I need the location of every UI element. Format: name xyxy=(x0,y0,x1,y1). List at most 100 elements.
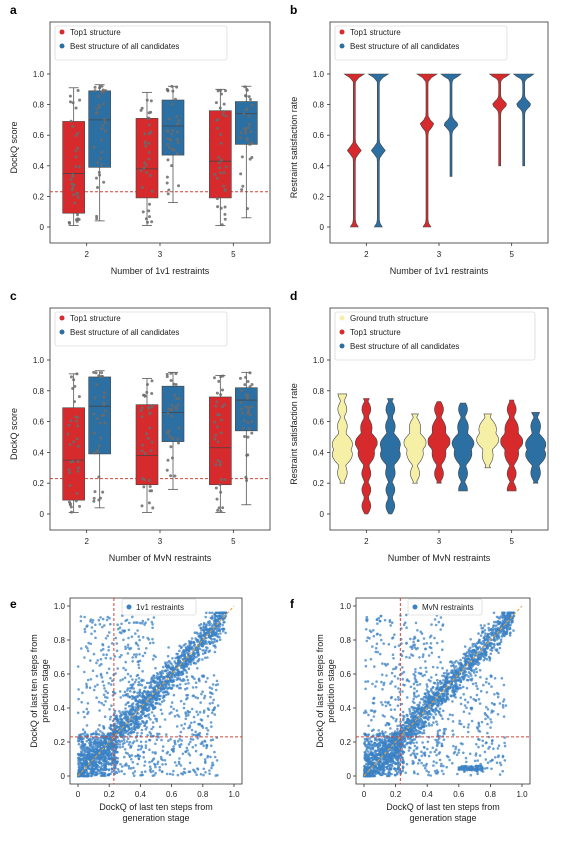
data-point xyxy=(416,629,419,632)
data-point xyxy=(475,684,478,688)
legend-marker xyxy=(59,43,65,49)
data-point xyxy=(216,413,220,417)
data-point xyxy=(111,759,114,763)
data-point xyxy=(145,390,149,394)
data-point xyxy=(178,683,182,686)
data-point xyxy=(118,743,122,746)
data-point xyxy=(490,742,494,745)
data-point xyxy=(479,634,483,637)
data-point xyxy=(97,700,101,704)
data-point xyxy=(392,667,395,671)
data-point xyxy=(140,504,144,508)
data-point xyxy=(132,712,135,716)
data-point xyxy=(439,628,443,631)
y-axis-label: Restraint satisfaction rate xyxy=(289,383,299,485)
data-point xyxy=(412,738,415,741)
data-point xyxy=(109,622,112,626)
data-point xyxy=(392,657,395,660)
data-point xyxy=(130,719,133,723)
data-point xyxy=(177,760,181,764)
data-point xyxy=(198,632,202,636)
legend-marker xyxy=(59,29,65,35)
data-point xyxy=(219,477,223,481)
data-point xyxy=(435,740,439,744)
data-point xyxy=(74,499,78,503)
data-point xyxy=(195,655,198,659)
data-point xyxy=(123,755,126,759)
data-point xyxy=(459,702,463,706)
data-point xyxy=(161,671,164,675)
violin-0-0 xyxy=(343,73,366,228)
data-point xyxy=(247,122,251,126)
data-point xyxy=(503,741,506,745)
data-point xyxy=(180,772,183,775)
data-point xyxy=(165,87,169,91)
x-tick-label: 0.6 xyxy=(453,790,465,799)
data-point xyxy=(463,704,467,707)
data-point xyxy=(172,667,175,670)
data-point xyxy=(213,755,217,759)
data-point xyxy=(142,751,146,754)
data-point xyxy=(72,400,76,404)
data-point xyxy=(420,750,423,753)
data-point xyxy=(477,729,481,733)
y-tick-label: 1.0 xyxy=(33,356,45,365)
data-point xyxy=(439,660,442,664)
diagonal-line xyxy=(77,605,235,777)
data-point xyxy=(80,773,83,777)
data-point xyxy=(70,188,74,192)
data-point xyxy=(94,752,97,756)
data-point xyxy=(77,737,80,740)
data-point xyxy=(431,665,435,669)
data-point xyxy=(126,672,130,676)
data-point xyxy=(143,132,147,136)
data-point xyxy=(145,696,148,699)
data-point xyxy=(155,683,159,687)
data-point xyxy=(187,743,191,746)
box-best-1 xyxy=(161,371,185,490)
data-point xyxy=(103,687,106,690)
box-body xyxy=(209,110,232,199)
data-point xyxy=(248,371,252,375)
data-point xyxy=(141,773,144,777)
data-point xyxy=(123,690,127,694)
data-point xyxy=(213,650,217,654)
x-axis-label-2: generation stage xyxy=(122,813,189,823)
box-best-2 xyxy=(235,85,258,219)
data-point xyxy=(76,469,80,473)
data-point xyxy=(143,140,147,144)
data-point xyxy=(140,770,144,774)
data-point xyxy=(102,684,106,687)
data-point xyxy=(98,664,101,667)
data-point xyxy=(217,506,221,510)
data-point xyxy=(120,622,123,626)
data-point xyxy=(366,636,370,639)
data-point xyxy=(484,741,488,745)
data-point xyxy=(427,724,431,727)
y-tick-label: 0 xyxy=(320,510,325,519)
data-point xyxy=(162,688,166,691)
data-point xyxy=(485,766,489,770)
data-point xyxy=(219,431,223,435)
data-point xyxy=(182,706,186,710)
data-point xyxy=(184,649,188,653)
data-point xyxy=(158,725,162,729)
data-point xyxy=(182,702,186,706)
data-point xyxy=(148,489,152,493)
data-point xyxy=(172,769,175,773)
data-point xyxy=(160,675,164,678)
data-point xyxy=(478,669,482,672)
data-point xyxy=(69,375,73,379)
data-point xyxy=(172,382,176,386)
data-point xyxy=(145,692,148,695)
data-point xyxy=(423,751,427,754)
data-point xyxy=(178,738,181,741)
data-point xyxy=(372,734,375,737)
y-tick-label: 0.8 xyxy=(313,387,325,396)
legend-label: Top1 structure xyxy=(350,328,401,337)
data-point xyxy=(167,646,170,649)
data-point xyxy=(482,659,486,662)
data-point xyxy=(99,730,102,733)
data-point xyxy=(122,666,125,670)
data-point xyxy=(192,769,196,772)
